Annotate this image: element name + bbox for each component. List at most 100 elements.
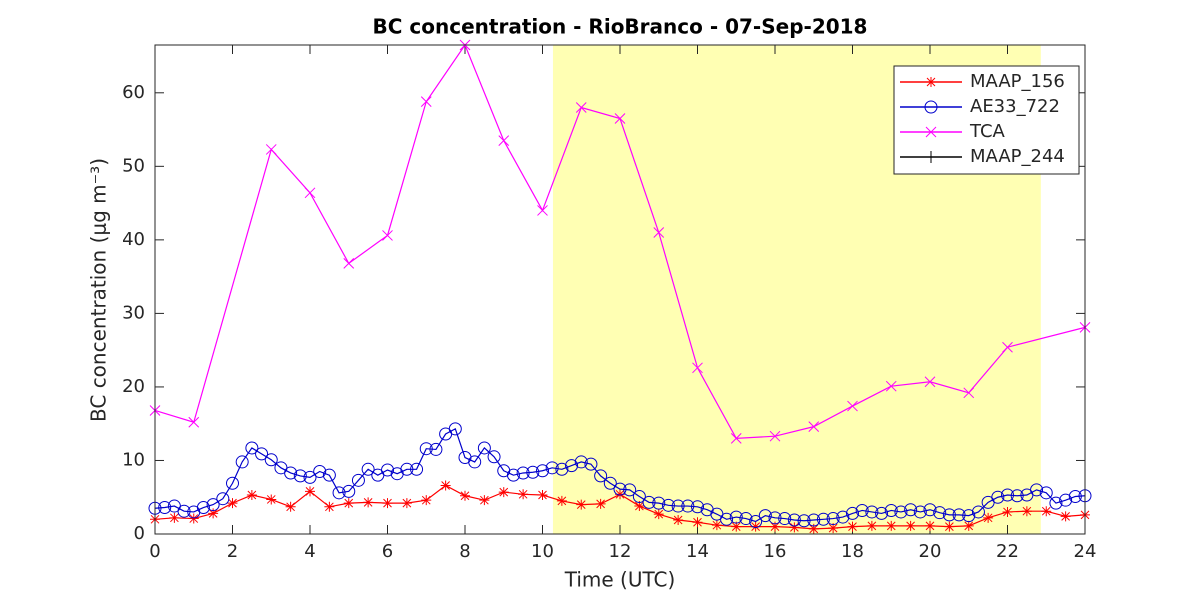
data-point xyxy=(661,498,675,512)
data-point xyxy=(904,503,918,517)
legend-marker xyxy=(924,100,938,114)
data-point xyxy=(1030,483,1044,497)
data-point xyxy=(293,469,307,483)
data-point xyxy=(1039,486,1053,500)
y-tick-label: 0 xyxy=(134,523,145,544)
data-point xyxy=(351,473,365,487)
data-point xyxy=(498,487,509,498)
data-point xyxy=(526,465,540,479)
data-point xyxy=(460,490,470,501)
data-point xyxy=(1010,489,1024,503)
data-point xyxy=(382,230,393,241)
data-point xyxy=(653,227,665,238)
data-point xyxy=(440,480,451,491)
x-tick-label: 18 xyxy=(841,541,864,562)
data-point xyxy=(632,490,646,503)
data-point xyxy=(332,486,346,500)
data-point xyxy=(246,490,257,501)
data-point xyxy=(506,468,520,482)
data-point xyxy=(303,470,317,484)
data-point xyxy=(750,521,761,532)
data-point xyxy=(419,442,433,456)
data-point xyxy=(537,490,548,501)
data-point xyxy=(1021,506,1032,517)
x-tick-label: 16 xyxy=(764,541,787,562)
data-point xyxy=(807,513,821,527)
data-point xyxy=(266,494,277,505)
data-point xyxy=(1078,489,1092,503)
data-point xyxy=(487,450,501,464)
data-point xyxy=(933,506,947,520)
data-point xyxy=(971,505,985,519)
y-tick-label: 20 xyxy=(122,376,145,397)
data-point xyxy=(227,498,238,509)
x-tick-label: 20 xyxy=(919,541,942,562)
data-point xyxy=(614,113,626,124)
data-point xyxy=(216,492,230,506)
data-point xyxy=(681,499,695,513)
data-point xyxy=(847,521,858,532)
data-point xyxy=(770,521,780,532)
data-point xyxy=(983,512,994,523)
data-point xyxy=(768,511,782,525)
data-point xyxy=(196,501,210,515)
data-point xyxy=(400,462,414,476)
data-point xyxy=(304,187,316,199)
data-point xyxy=(545,461,559,475)
legend-box xyxy=(893,65,1080,175)
axes-box xyxy=(154,44,1086,535)
data-point xyxy=(343,258,355,269)
data-point xyxy=(537,205,548,216)
x-tick-label: 2 xyxy=(227,541,238,562)
data-point xyxy=(787,513,801,527)
legend-label: MAAP_244 xyxy=(970,146,1065,167)
data-point xyxy=(692,517,703,528)
data-point xyxy=(584,457,598,471)
data-point xyxy=(749,515,763,528)
x-axis-label: Time (UTC) xyxy=(564,568,676,592)
data-point xyxy=(808,523,819,534)
data-point xyxy=(615,489,625,500)
data-point xyxy=(479,495,490,506)
data-point xyxy=(284,466,298,480)
data-point xyxy=(169,512,180,523)
data-point xyxy=(623,483,637,497)
x-tick-label: 12 xyxy=(609,541,632,562)
data-point xyxy=(826,512,840,526)
y-tick-label: 30 xyxy=(122,302,145,323)
data-point xyxy=(342,484,356,498)
data-point xyxy=(158,501,172,515)
legend-label: MAAP_156 xyxy=(970,71,1065,92)
data-point xyxy=(653,509,664,520)
data-point xyxy=(324,501,335,512)
legend-marker xyxy=(926,77,936,87)
data-point xyxy=(594,469,608,483)
chart-title: BC concentration - RioBranco - 07-Sep-20… xyxy=(373,15,868,39)
data-point xyxy=(769,430,781,442)
data-point xyxy=(401,498,412,509)
data-point xyxy=(595,498,606,509)
data-point xyxy=(925,520,935,531)
data-point xyxy=(691,500,705,514)
data-point xyxy=(468,455,482,469)
data-point xyxy=(711,520,722,531)
data-point xyxy=(255,447,269,461)
data-point xyxy=(730,433,742,444)
data-point xyxy=(1049,496,1063,510)
data-point xyxy=(421,495,432,506)
data-point xyxy=(410,462,424,476)
series-line xyxy=(154,427,1086,523)
data-point xyxy=(1060,511,1071,522)
data-point xyxy=(448,422,462,436)
data-point xyxy=(731,521,742,532)
data-point xyxy=(382,498,393,509)
data-point xyxy=(576,499,587,510)
data-point xyxy=(855,503,869,517)
y-axis-label: BC concentration (μg m⁻³) xyxy=(87,158,111,422)
data-point xyxy=(226,476,240,490)
x-tick-label: 8 xyxy=(459,541,470,562)
data-point xyxy=(363,497,374,508)
data-point xyxy=(828,523,839,534)
data-point xyxy=(886,520,897,531)
